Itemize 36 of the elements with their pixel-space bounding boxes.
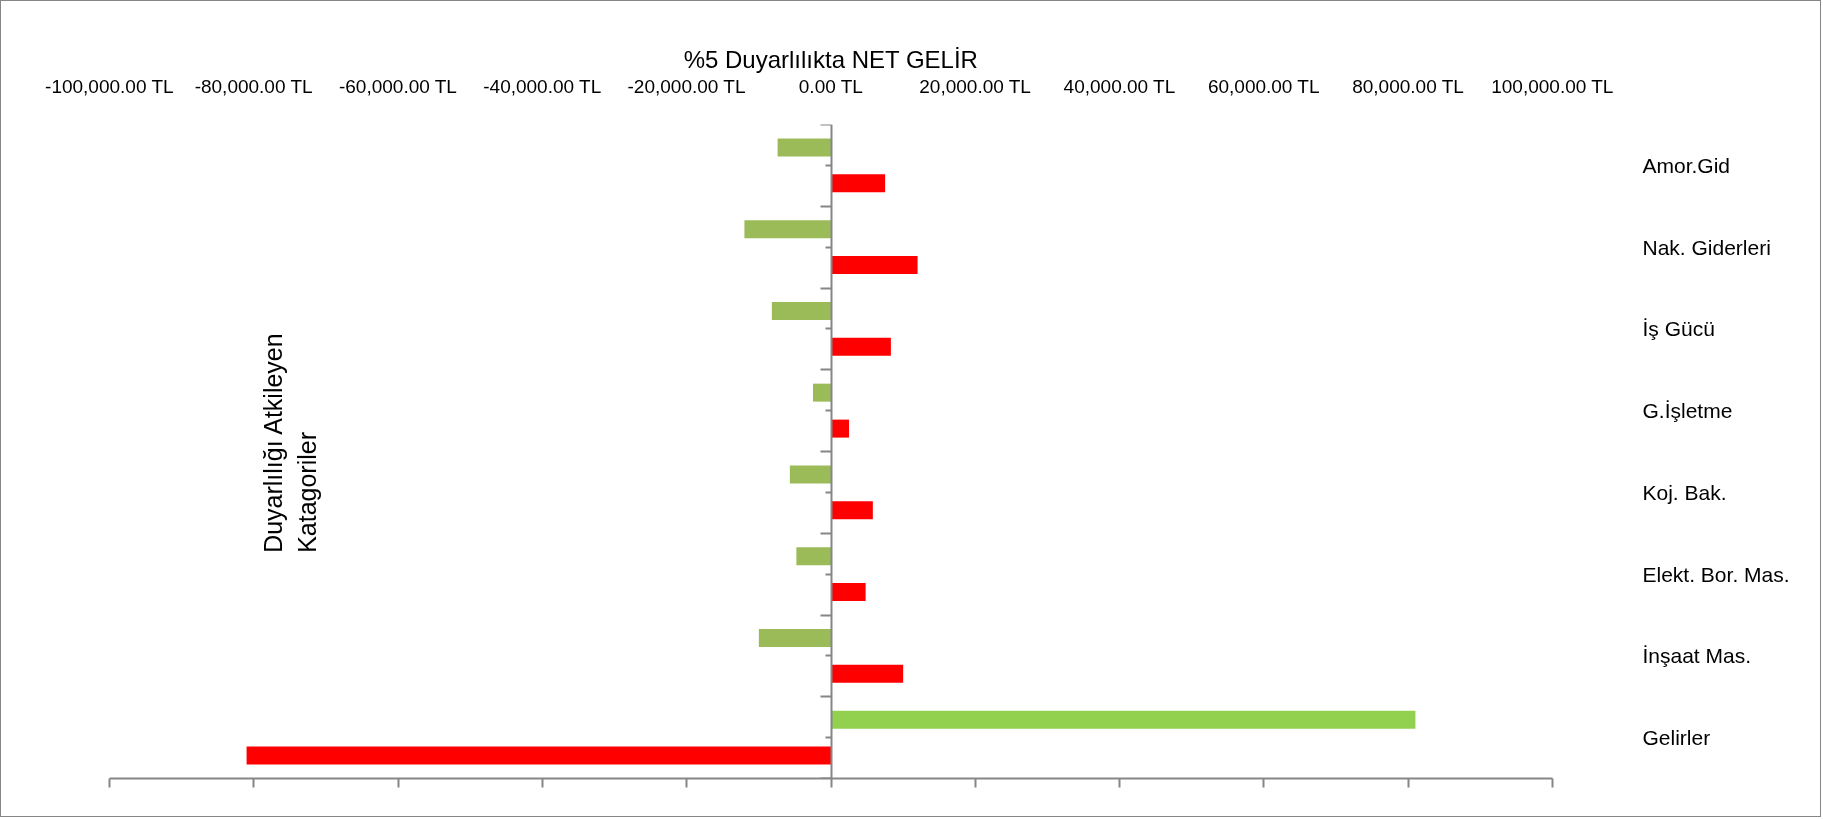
bar — [812, 383, 831, 402]
bar — [744, 220, 831, 239]
bar — [831, 583, 866, 602]
bar — [831, 501, 873, 520]
x-tick-label: 60,000.00 TL — [1207, 75, 1320, 97]
y-tick-label: İnşaat Mas. — [1642, 644, 1752, 668]
x-tick-label: 40,000.00 TL — [1063, 75, 1176, 97]
x-tick-label: -60,000.00 TL — [338, 75, 457, 97]
y-tick-label: Gelirler — [1642, 726, 1711, 750]
x-tick-label: -20,000.00 TL — [627, 75, 746, 97]
bar — [831, 174, 886, 193]
x-tick-label: -40,000.00 TL — [483, 75, 602, 97]
bar — [831, 256, 918, 275]
y-tick-label: İş Gücü — [1642, 317, 1715, 341]
bar — [758, 628, 831, 647]
x-tick-label: -100,000.00 TL — [45, 75, 174, 97]
bar — [796, 547, 831, 566]
x-tick-label: 0.00 TL — [798, 75, 863, 97]
bar — [246, 746, 831, 765]
y-tick-label: Koj. Bak. — [1642, 480, 1727, 504]
x-tick-label: -80,000.00 TL — [194, 75, 313, 97]
y-tick-label: Elekt. Bor. Mas. — [1642, 562, 1790, 586]
x-axis-title: %5 Duyarlılıkta NET GELİR — [683, 45, 978, 73]
y-tick-label: G.İşletme — [1642, 399, 1733, 423]
bar — [831, 664, 904, 683]
y-tick-label: Nak. Giderleri — [1642, 235, 1771, 259]
y-axis-title: Duyarlılığı Atkileyen Katagoriler — [259, 333, 321, 553]
x-tick-label: 100,000.00 TL — [1491, 75, 1614, 97]
y-tick-label: Amor.Gid — [1642, 153, 1731, 177]
bar — [831, 337, 891, 356]
bar — [777, 138, 831, 157]
bar — [789, 465, 831, 484]
x-tick-label: 20,000.00 TL — [919, 75, 1031, 97]
bar — [831, 710, 1416, 729]
x-tick-label: 80,000.00 TL — [1352, 75, 1464, 97]
bar — [771, 301, 831, 320]
